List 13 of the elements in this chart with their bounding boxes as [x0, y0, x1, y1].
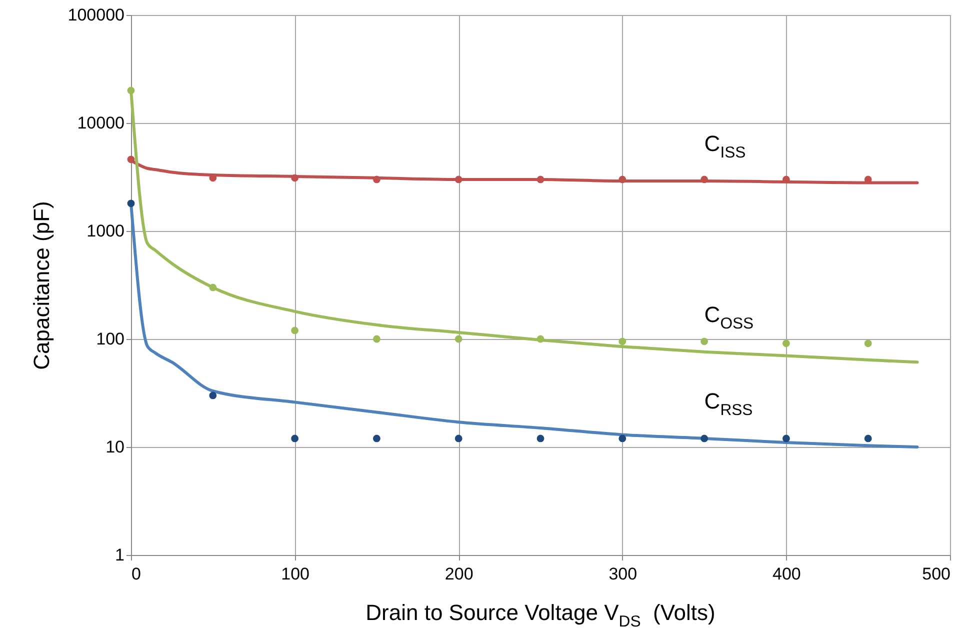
y-tick-label: 100 [96, 330, 124, 348]
x-tick-label: 300 [608, 564, 638, 584]
x-tick-label: 200 [444, 564, 474, 584]
y-axis-title: Capacitance (pF) [28, 201, 54, 370]
y-tick-label: 100000 [68, 6, 124, 24]
x-tick-label: 500 [922, 564, 950, 584]
y-tick-label: 10 [106, 438, 124, 456]
x-tick-label: 0 [132, 564, 141, 584]
y-tick-label: 1000 [86, 222, 124, 240]
x-tick-label: 400 [772, 564, 801, 584]
y-tick-label: 10000 [77, 114, 124, 132]
y-tick-label: 1 [115, 546, 124, 564]
x-tick-label: 100 [281, 564, 310, 584]
